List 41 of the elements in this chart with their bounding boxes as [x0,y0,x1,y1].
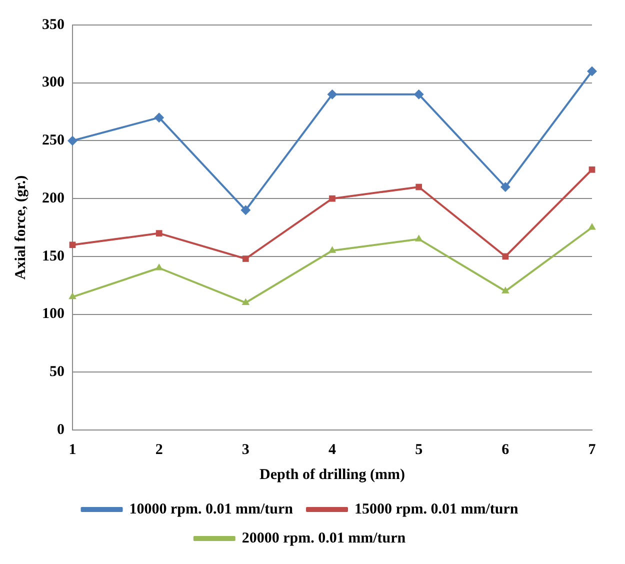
y-tick-label: 50 [50,364,64,380]
point [502,253,509,260]
point [329,195,336,202]
point [68,292,76,300]
point [587,66,597,76]
point [414,234,423,242]
point [242,298,250,305]
y-tick-label: 350 [42,16,64,33]
point [69,242,76,248]
point [156,230,162,236]
x-tick-label: 5 [415,442,423,458]
x-tick-label: 7 [588,442,596,458]
point [416,184,422,190]
y-tick-label: 150 [42,248,64,264]
x-axis-title: Depth of drilling (mm) [260,466,405,483]
point [500,182,510,192]
legend-label: 15000 rpm. 0.01 mm/turn [354,501,519,518]
legend-label: 10000 rpm. 0.01 mm/turn [129,501,294,518]
x-tick-label: 6 [502,442,510,458]
point [502,286,510,294]
point [155,264,163,270]
y-tick-label: 100 [42,306,64,322]
y-tick-label: 0 [57,422,64,438]
point [327,89,338,100]
x-tick-label: 4 [328,442,336,458]
y-tick-label: 250 [42,132,64,149]
x-tick-label: 3 [242,442,250,458]
y-axis-title: Axial force, (gr.) [12,175,29,280]
legend-label: 20000 rpm. 0.01 mm/turn [242,530,406,546]
point [588,166,596,173]
point [414,89,424,100]
point [154,112,164,123]
point [588,223,596,230]
point [328,246,336,253]
point [68,136,78,146]
y-tick-label: 200 [42,190,64,206]
x-tick-label: 1 [68,442,76,458]
point [242,256,249,262]
y-tick-label: 300 [42,74,64,91]
point [240,205,251,216]
x-tick-label: 2 [155,442,163,458]
